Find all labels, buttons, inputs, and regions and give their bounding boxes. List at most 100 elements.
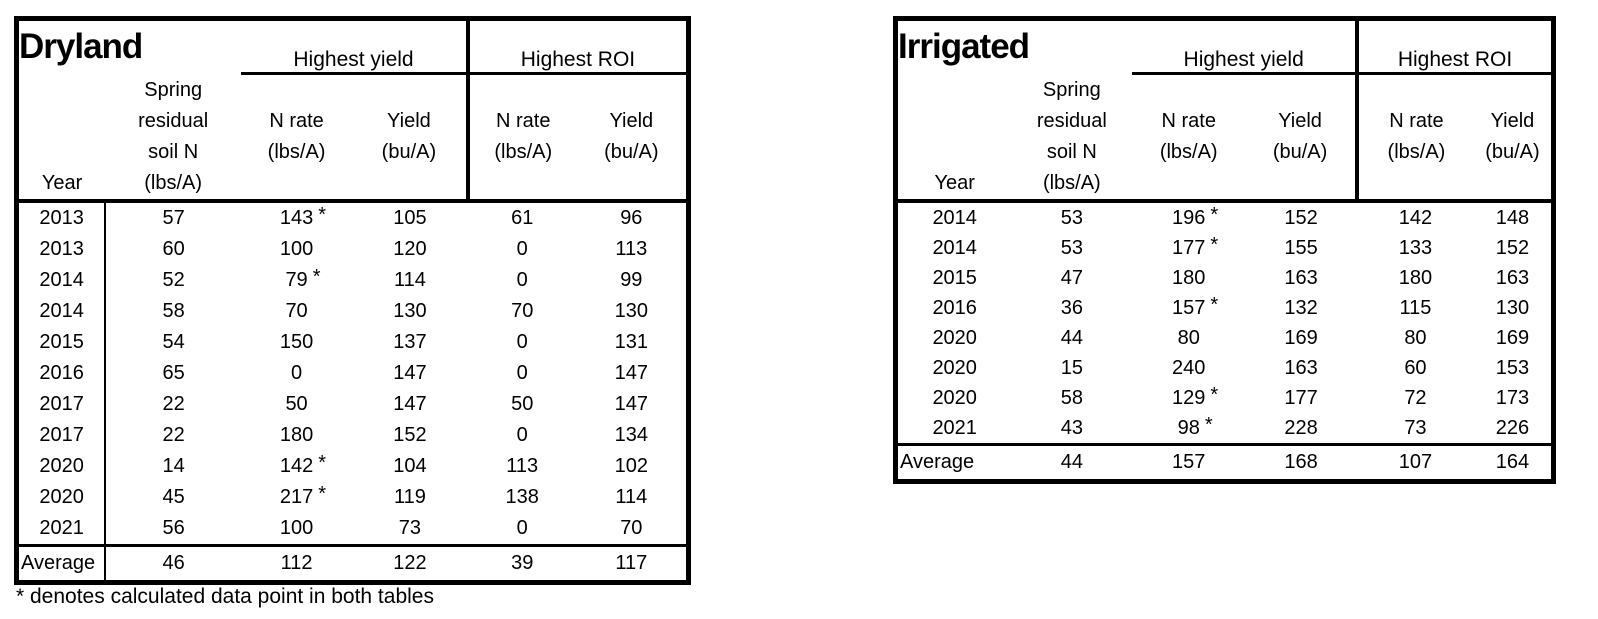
asterisk-marker: * bbox=[318, 452, 327, 474]
table-title: Irrigated bbox=[898, 27, 1030, 67]
cell-year: 2016 bbox=[932, 296, 977, 319]
cell-year: 2013 bbox=[16, 201, 107, 234]
cell-year: 2020 bbox=[16, 451, 107, 482]
header-row-columns: Year Spring residual soil N (lbs/A) N ra… bbox=[16, 73, 689, 203]
section-header-highest-yield: Highest yield bbox=[241, 18, 468, 75]
cell-year: 2014 bbox=[16, 265, 107, 296]
table-row: 2016 36 157 * 132 115 130 bbox=[896, 293, 1554, 323]
column-header-roi-n-rate: N rate (lbs/A) bbox=[465, 73, 577, 203]
cell-hy-n-rate: 240 bbox=[1172, 356, 1206, 379]
cell-spring-n: 54 bbox=[162, 331, 185, 353]
cell-hy-n-rate: 142 * bbox=[279, 452, 327, 477]
cell-hy-yield: 114 bbox=[393, 269, 426, 291]
section-header-highest-yield: Highest yield bbox=[1132, 18, 1357, 75]
column-header-spring-residual-soil-n: Spring residual soil N (lbs/A) bbox=[1011, 73, 1133, 203]
cell-hy-n-rate: 79 * bbox=[285, 266, 321, 291]
cell-roi-n-rate: 133 bbox=[1398, 236, 1433, 259]
cell-hy-yield: 73 bbox=[398, 517, 422, 539]
cell-hy-n-rate: 50 bbox=[285, 393, 308, 415]
cell-spring-n: 46 bbox=[105, 544, 242, 583]
cell-year: 2020 bbox=[932, 356, 977, 379]
spacer bbox=[241, 168, 352, 197]
cell-roi-yield: 153 bbox=[1495, 356, 1530, 379]
average-row: Average 46 112 122 39 117 bbox=[16, 544, 689, 583]
cell-roi-n-rate: 0 bbox=[516, 362, 528, 384]
cell-spring-n: 45 bbox=[162, 486, 185, 508]
asterisk-marker: * bbox=[1210, 233, 1219, 256]
cell-spring-n: 58 bbox=[162, 300, 185, 322]
table-row: 2017 22 50 147 50 147 bbox=[16, 389, 689, 420]
spacer bbox=[1245, 168, 1355, 197]
cell-roi-yield: 117 bbox=[576, 544, 689, 583]
table-row: 2020 45 217 * 119 138 114 bbox=[16, 482, 689, 513]
cell-roi-n-rate: 0 bbox=[516, 517, 528, 539]
cell-roi-yield: 163 bbox=[1495, 266, 1530, 289]
column-header-roi-yield: Yield (bu/A) bbox=[1473, 73, 1554, 203]
section-header-highest-roi: Highest ROI bbox=[1355, 18, 1554, 75]
dryland-table: Dryland Highest yield Highest ROI Year S… bbox=[14, 16, 691, 585]
cell-hy-n-rate: 157 * bbox=[1172, 293, 1219, 319]
cell-year: 2017 bbox=[16, 420, 107, 451]
table-row: 2020 14 142 * 104 113 102 bbox=[16, 451, 689, 482]
cell-roi-yield: 147 bbox=[614, 362, 648, 384]
cell-year: 2014 bbox=[932, 236, 977, 259]
column-header-year: Year bbox=[895, 73, 1012, 203]
cell-year: 2014 bbox=[16, 296, 107, 327]
cell-year: 2020 bbox=[932, 326, 977, 349]
cell-roi-yield: 134 bbox=[614, 424, 648, 446]
cell-hy-n-rate: 196 * bbox=[1172, 203, 1219, 229]
cell-roi-n-rate: 61 bbox=[511, 207, 534, 229]
table-row: 2013 60 100 120 0 113 bbox=[16, 234, 689, 265]
footnote: * denotes calculated data point in both … bbox=[16, 585, 434, 608]
cell-roi-n-rate: 0 bbox=[516, 238, 528, 260]
cell-roi-yield: 113 bbox=[615, 238, 648, 260]
cell-hy-n-rate: 98 * bbox=[1177, 413, 1213, 439]
header-row-sections: Irrigated Highest yield Highest ROI bbox=[896, 18, 1554, 75]
cell-hy-yield: 228 bbox=[1284, 416, 1318, 439]
cell-spring-n: 15 bbox=[1060, 356, 1083, 379]
cell-spring-n: 53 bbox=[1060, 206, 1083, 229]
table-row: 2013 57 143 * 105 61 96 bbox=[16, 201, 689, 234]
column-header-roi-n-rate: N rate (lbs/A) bbox=[1355, 73, 1474, 203]
cell-hy-yield: 152 bbox=[393, 424, 427, 446]
spacer bbox=[352, 168, 466, 197]
table-row: 2014 58 70 130 70 130 bbox=[16, 296, 689, 327]
cell-roi-yield: 173 bbox=[1495, 386, 1530, 409]
cell-roi-n-rate: 70 bbox=[511, 300, 534, 322]
cell-roi-n-rate: 80 bbox=[1404, 326, 1427, 349]
average-label: Average bbox=[895, 443, 1012, 482]
cell-roi-n-rate: 180 bbox=[1398, 266, 1433, 289]
cell-roi-n-rate: 138 bbox=[505, 486, 539, 508]
cell-year: 2016 bbox=[16, 358, 107, 389]
cell-roi-yield: 96 bbox=[620, 207, 643, 229]
cell-hy-n-rate: 177 * bbox=[1172, 233, 1219, 259]
cell-hy-n-rate: 0 bbox=[291, 362, 303, 384]
cell-year: 2017 bbox=[16, 389, 107, 420]
column-header-hy-n-rate: N rate (lbs/A) bbox=[1132, 73, 1246, 203]
cell-hy-n-rate: 70 bbox=[285, 300, 308, 322]
table-row: 2014 53 177 * 155 133 152 bbox=[896, 233, 1554, 263]
table-row: 2015 47 180 163 180 163 bbox=[896, 263, 1554, 293]
cell-year: 2020 bbox=[932, 386, 977, 409]
cell-roi-yield: 148 bbox=[1495, 206, 1530, 229]
cell-spring-n: 36 bbox=[1060, 296, 1083, 319]
cell-roi-n-rate: 0 bbox=[516, 331, 528, 353]
average-label: Average bbox=[16, 544, 107, 583]
column-header-year: Year bbox=[16, 73, 106, 203]
section-header-highest-roi: Highest ROI bbox=[465, 18, 689, 75]
cell-hy-yield: 122 bbox=[351, 544, 468, 583]
cell-hy-n-rate: 180 bbox=[279, 424, 314, 446]
cell-roi-n-rate: 107 bbox=[1357, 443, 1474, 482]
cell-roi-yield: 226 bbox=[1495, 416, 1530, 439]
cell-hy-yield: 137 bbox=[393, 331, 427, 353]
cell-spring-n: 47 bbox=[1060, 266, 1083, 289]
cell-hy-yield: 177 bbox=[1284, 386, 1318, 409]
spacer bbox=[1361, 168, 1474, 197]
cell-roi-yield: 70 bbox=[620, 517, 643, 539]
table-row: 2021 43 98 * 228 73 226 bbox=[896, 413, 1554, 445]
cell-hy-yield: 147 bbox=[393, 362, 427, 384]
cell-roi-n-rate: 60 bbox=[1404, 356, 1427, 379]
cell-roi-yield: 102 bbox=[614, 455, 648, 477]
table-row: 2020 44 80 169 80 169 bbox=[896, 323, 1554, 353]
